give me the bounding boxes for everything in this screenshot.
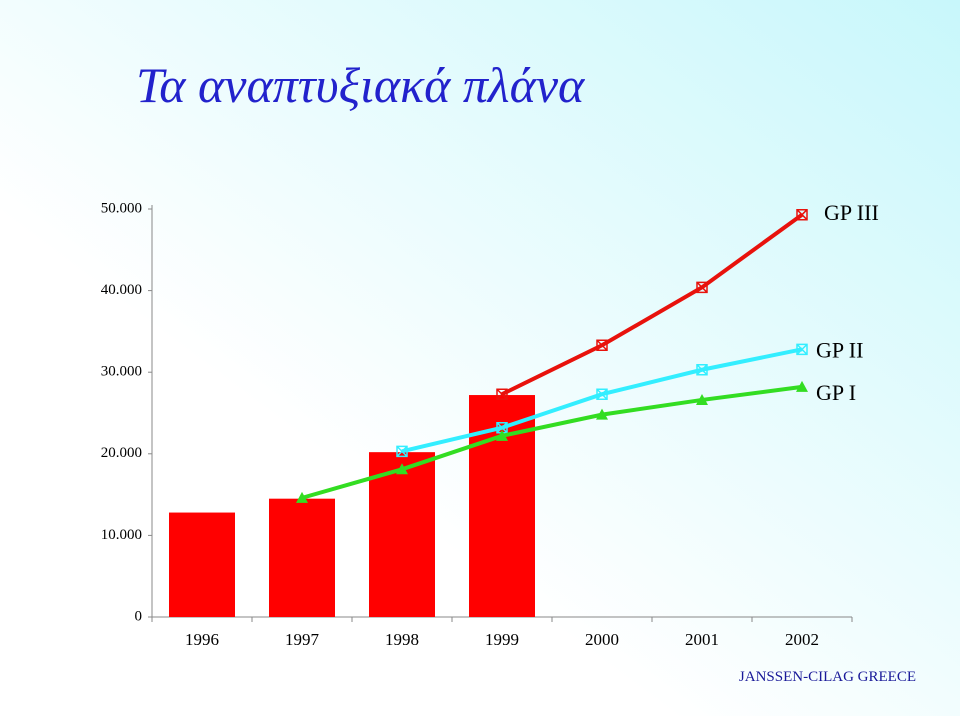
y-tick-label: 20.000 xyxy=(101,445,142,461)
x-tick-label: 2000 xyxy=(585,630,619,649)
marker xyxy=(296,491,308,503)
y-tick-label: 10.000 xyxy=(101,527,142,543)
bar xyxy=(369,452,435,617)
marker xyxy=(696,364,708,376)
y-tick-label: 0 xyxy=(135,608,143,624)
x-tick-label: 1998 xyxy=(385,630,419,649)
marker xyxy=(396,445,408,458)
bar xyxy=(269,498,335,617)
slide-title: Τα αναπτυξιακά πλάνα xyxy=(136,57,586,113)
marker xyxy=(496,421,508,434)
marker xyxy=(496,429,508,441)
marker xyxy=(596,388,608,400)
marker xyxy=(696,281,708,294)
series-label: GP I xyxy=(816,380,856,405)
y-tick-label: 50.000 xyxy=(101,200,142,216)
x-tick-label: 1997 xyxy=(285,630,320,649)
marker xyxy=(396,463,408,475)
marker xyxy=(596,408,608,420)
marker xyxy=(696,393,708,405)
footer: JANSSEN-CILAG GREECE xyxy=(739,669,916,685)
line xyxy=(301,384,803,500)
marker xyxy=(596,339,608,352)
x-tick-label: 1999 xyxy=(485,630,519,649)
y-tick-label: 30.000 xyxy=(101,364,142,380)
x-tick-label: 2002 xyxy=(785,630,819,649)
marker xyxy=(796,380,808,392)
line xyxy=(501,213,804,397)
x-tick-label: 2001 xyxy=(685,630,719,649)
x-tick-label: 1996 xyxy=(185,630,219,649)
bar xyxy=(169,512,235,617)
series-label: GP II xyxy=(816,337,863,362)
series-label: GP III xyxy=(824,200,879,225)
marker xyxy=(496,388,508,400)
marker xyxy=(796,208,808,221)
marker xyxy=(796,343,808,356)
y-tick-label: 40.000 xyxy=(101,282,142,298)
